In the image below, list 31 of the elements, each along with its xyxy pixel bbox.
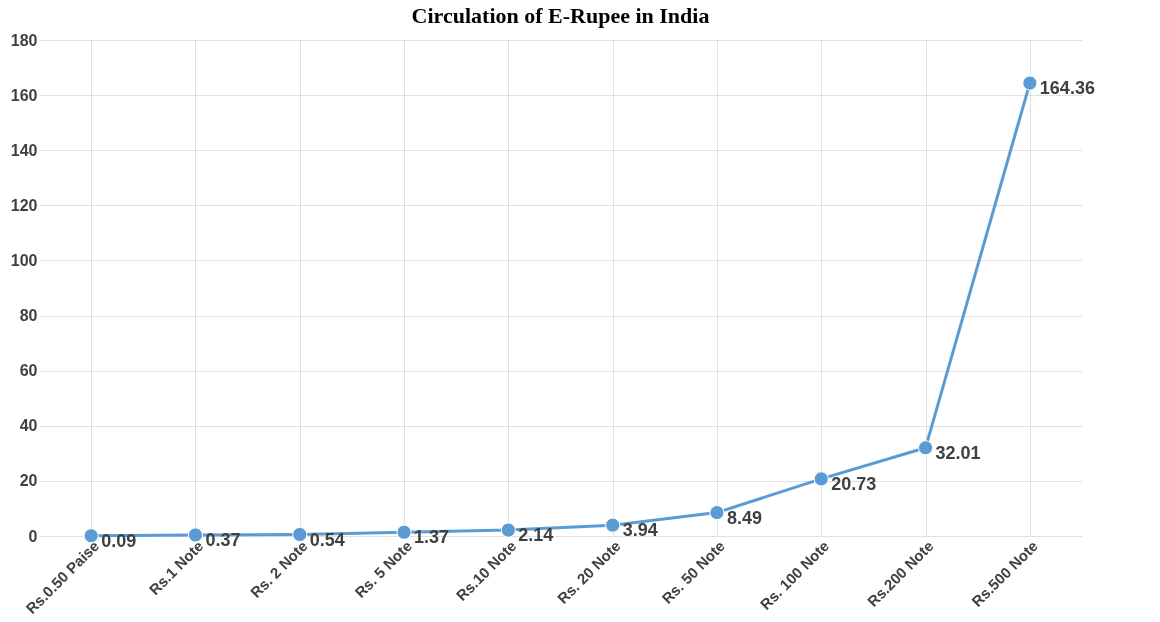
data-label: 3.94 (622, 520, 658, 541)
y-tick-label: 0 (28, 527, 38, 545)
y-tick-label: 60 (19, 362, 38, 380)
point (813, 471, 829, 487)
data-label: 0.09 (101, 530, 137, 551)
y-tick-label: 40 (19, 417, 38, 435)
data-label: 0.37 (205, 529, 241, 550)
point (917, 440, 934, 456)
y-tick-label: 80 (19, 307, 38, 325)
data-label: 164.36 (1039, 78, 1095, 99)
point (187, 527, 204, 543)
y-tick-label: 140 (10, 141, 38, 159)
point (1022, 75, 1038, 91)
point (500, 522, 516, 538)
data-label: 2.14 (518, 525, 554, 546)
point (396, 524, 412, 540)
y-tick-label: 160 (10, 86, 38, 104)
y-tick-label: 100 (10, 251, 38, 269)
data-label: 8.49 (726, 507, 762, 528)
data-label: 20.73 (831, 473, 877, 494)
y-tick-label: 20 (19, 472, 38, 490)
data-label: 0.54 (309, 529, 345, 550)
data-label: 32.01 (935, 442, 981, 463)
point (83, 528, 99, 544)
point (709, 505, 725, 521)
chart-title: Circulation of E-Rupee in India (411, 3, 710, 28)
y-tick-label: 120 (10, 196, 38, 214)
point (292, 526, 308, 543)
data-label: 1.37 (414, 527, 450, 548)
point (605, 517, 621, 533)
y-tick-label: 180 (10, 31, 38, 49)
